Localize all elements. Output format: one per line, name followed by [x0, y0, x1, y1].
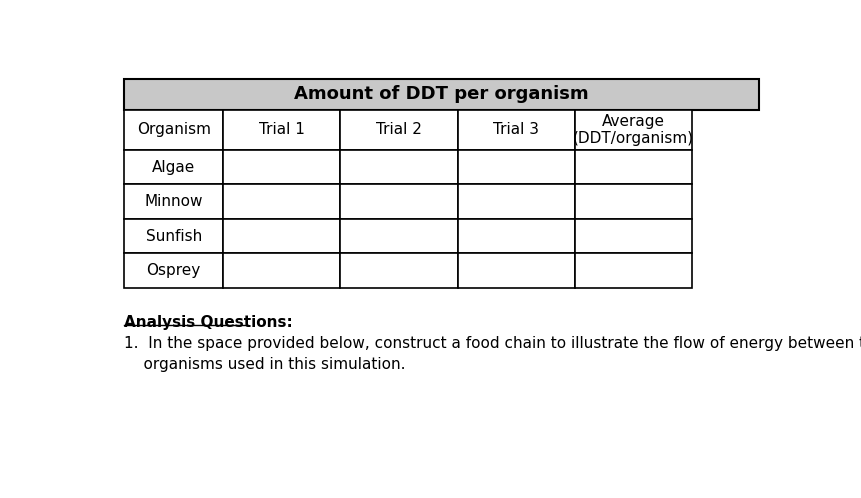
Text: Osprey: Osprey	[146, 263, 201, 278]
Bar	[124, 110, 222, 150]
Bar	[124, 184, 222, 219]
Bar	[340, 110, 457, 150]
Bar	[457, 184, 574, 219]
Bar	[457, 150, 574, 184]
Text: Trial 1: Trial 1	[258, 122, 304, 137]
Bar	[222, 219, 340, 253]
Bar	[124, 150, 222, 184]
Bar	[124, 219, 222, 253]
Text: Average
(DDT/organism): Average (DDT/organism)	[573, 114, 693, 146]
Bar	[457, 219, 574, 253]
Text: Trial 3: Trial 3	[492, 122, 539, 137]
Bar	[574, 219, 691, 253]
Bar	[340, 253, 457, 288]
Bar	[124, 79, 759, 110]
Bar	[457, 253, 574, 288]
Bar	[222, 253, 340, 288]
Text: Sunfish: Sunfish	[146, 229, 201, 244]
Bar	[574, 184, 691, 219]
Bar	[222, 184, 340, 219]
Text: Trial 2: Trial 2	[375, 122, 421, 137]
Text: Amount of DDT per organism: Amount of DDT per organism	[294, 85, 588, 103]
Bar	[340, 219, 457, 253]
Text: Analysis Questions:: Analysis Questions:	[124, 315, 293, 330]
Bar	[574, 150, 691, 184]
Bar	[222, 150, 340, 184]
Bar	[340, 150, 457, 184]
Bar	[574, 110, 691, 150]
Bar	[574, 253, 691, 288]
Bar	[124, 253, 222, 288]
Text: Organism: Organism	[137, 122, 210, 137]
Text: Minnow: Minnow	[145, 194, 202, 209]
Bar	[222, 110, 340, 150]
Bar	[340, 184, 457, 219]
Bar	[457, 110, 574, 150]
Text: 1.  In the space provided below, construct a food chain to illustrate the flow o: 1. In the space provided below, construc…	[124, 336, 861, 372]
Text: Algae: Algae	[152, 160, 195, 175]
